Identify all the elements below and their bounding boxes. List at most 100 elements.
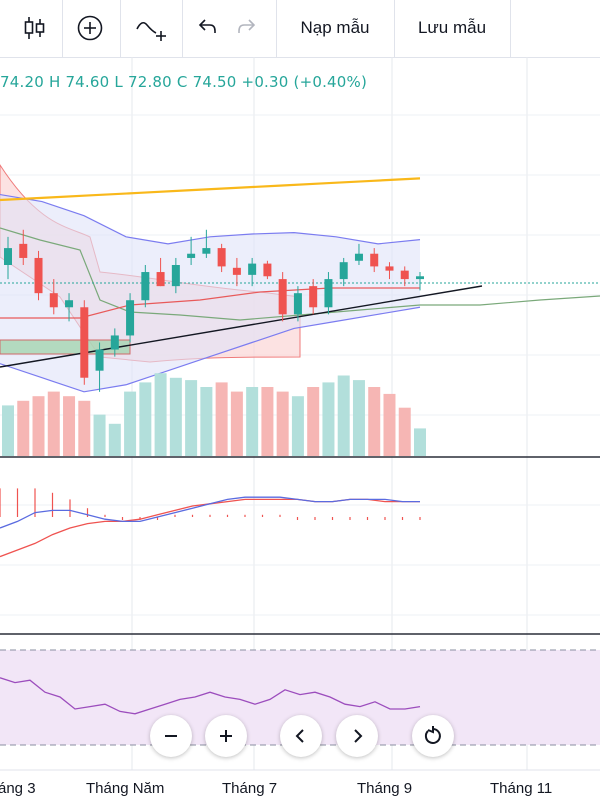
reset-icon[interactable]	[412, 715, 454, 757]
candle-body	[126, 300, 135, 336]
x-axis-label: Tháng 7	[222, 780, 278, 797]
candle-body	[156, 272, 165, 287]
ohlc-legend: 74.20 H 74.60 L 72.80 C 74.50 +0.30 (+0.40%)	[0, 73, 372, 91]
zoom-out-icon[interactable]	[150, 715, 192, 757]
volume-bar	[368, 387, 381, 456]
candle-body	[339, 262, 348, 280]
volume-bar	[246, 387, 259, 456]
candle-body	[354, 253, 363, 261]
candle-body	[400, 270, 409, 280]
volume-bar	[108, 423, 121, 456]
volume-bar	[47, 391, 60, 456]
volume-bar	[17, 400, 30, 456]
indicator-icon[interactable]	[130, 8, 174, 48]
candle-body	[171, 265, 180, 287]
volume-bar	[32, 396, 45, 456]
candle-body	[80, 307, 89, 378]
toolbar-divider	[276, 0, 277, 57]
ohlc-low: 72.80	[127, 73, 172, 91]
price-chart[interactable]	[0, 57, 600, 800]
add-circle-icon[interactable]	[70, 8, 110, 48]
scroll-left-icon[interactable]	[280, 715, 322, 757]
rsi-line	[0, 677, 421, 715]
scroll-right-icon[interactable]	[336, 715, 378, 757]
ohlc-change-pct: (+0.40%)	[293, 73, 368, 91]
candle-body	[217, 248, 226, 267]
macd-signal-line	[0, 498, 420, 558]
zoom-in-icon[interactable]	[205, 715, 247, 757]
volume-bar	[307, 387, 320, 456]
volume-bar	[154, 373, 167, 456]
candle-body	[65, 300, 74, 308]
candle-body	[370, 253, 379, 267]
volume-bar	[261, 387, 274, 456]
volume-bar	[78, 400, 91, 456]
candle-body	[324, 279, 333, 308]
load-template-label: Nạp mẫu	[300, 18, 370, 37]
load-template-button[interactable]: Nạp mẫu	[284, 8, 386, 48]
bollinger-upper-line	[0, 193, 421, 245]
volume-bar	[337, 375, 350, 456]
volume-bar	[291, 396, 304, 456]
volume-bar	[352, 380, 365, 456]
macd-line	[0, 496, 420, 529]
top-toolbar: Nạp mẫu Lưu mẫu	[0, 0, 600, 58]
volume-bar	[2, 405, 14, 456]
candle-body	[232, 267, 241, 275]
volume-bar	[93, 414, 106, 456]
redo-icon[interactable]	[232, 8, 264, 48]
candle-body	[385, 266, 394, 271]
candle-body	[141, 272, 150, 301]
candle-body	[278, 279, 287, 315]
toolbar-divider	[510, 0, 511, 57]
toolbar-divider	[182, 0, 183, 57]
candle-body	[416, 276, 424, 280]
candle-body	[4, 248, 12, 265]
volume-bar	[383, 393, 396, 456]
candle-body	[34, 257, 43, 294]
volume-bar	[230, 391, 243, 456]
ohlc-high-label: H	[48, 73, 61, 91]
candle-body	[19, 243, 28, 258]
candle-body	[263, 263, 272, 277]
ohlc-low-label: L	[114, 73, 123, 91]
volume-bar	[215, 382, 228, 456]
candlestick-icon[interactable]	[14, 8, 54, 48]
volume-bar	[414, 428, 426, 456]
toolbar-divider	[120, 0, 121, 57]
ohlc-high: 74.60	[65, 73, 110, 91]
save-template-button[interactable]: Lưu mẫu	[402, 8, 502, 48]
save-template-label: Lưu mẫu	[417, 18, 487, 37]
x-axis-label: Tháng 9	[357, 780, 413, 797]
volume-bar	[63, 396, 76, 456]
ohlc-change: +0.30	[241, 73, 289, 91]
bollinger-band-fill	[0, 194, 420, 392]
support-zone	[0, 339, 131, 355]
candle-body	[49, 293, 58, 308]
candle-body	[95, 349, 104, 371]
candle-body	[248, 263, 257, 275]
candle-body	[293, 293, 302, 315]
candle-body	[309, 286, 318, 308]
toolbar-divider	[394, 0, 395, 57]
candle-body	[110, 335, 119, 350]
volume-bar	[169, 377, 182, 456]
bollinger-lower-line	[0, 306, 421, 393]
toolbar-divider	[62, 0, 63, 57]
lagging-line	[0, 227, 600, 321]
x-axis-label: áng 3	[0, 780, 36, 797]
volume-bar	[139, 382, 152, 456]
volume-bar	[124, 391, 137, 456]
x-axis-label: Tháng Năm	[86, 780, 165, 797]
ohlc-open: 74.20	[0, 73, 44, 91]
volume-bar	[276, 391, 289, 456]
volume-bar	[185, 380, 198, 456]
volume-bar	[200, 387, 213, 456]
volume-bar	[398, 407, 411, 456]
x-axis-label: Tháng 11	[490, 780, 553, 797]
candle-body	[187, 253, 196, 258]
ma200-line	[0, 177, 421, 202]
undo-icon[interactable]	[190, 8, 222, 48]
volume-bar	[322, 382, 335, 456]
ohlc-close-label: C	[176, 73, 188, 91]
